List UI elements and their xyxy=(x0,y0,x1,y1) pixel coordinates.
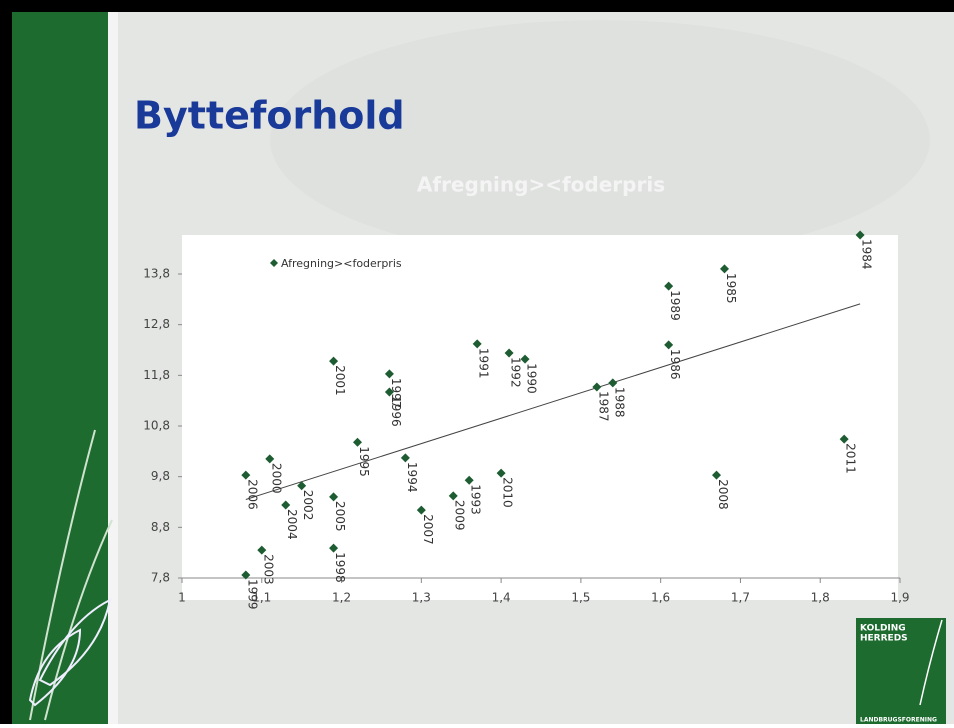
legend-label: Afregning><foderpris xyxy=(281,257,402,270)
logo-icon xyxy=(919,619,943,706)
point xyxy=(608,378,618,388)
chart: 1 1,1 1,2 1,3 1,4 1,5 1,6 1,7 1,8 1,9 7,8 8,8 9,8 10,… xyxy=(143,230,910,610)
point-label: 1991 xyxy=(477,348,491,379)
point xyxy=(719,264,729,274)
point-label: 1984 xyxy=(860,239,874,270)
point-label: 2010 xyxy=(501,477,515,508)
point xyxy=(281,500,291,510)
x-tick-label: 1 xyxy=(178,591,186,605)
y-tick-label: 10,8 xyxy=(143,419,170,433)
x-tick-label: 1,6 xyxy=(651,591,670,605)
x-tick-label: 1,4 xyxy=(492,591,511,605)
x-tick-label: 1,9 xyxy=(890,591,909,605)
point-label: 2011 xyxy=(844,443,858,474)
point xyxy=(520,354,530,364)
point-label: 1996 xyxy=(389,396,403,427)
point xyxy=(241,570,251,580)
point-label: 1986 xyxy=(668,349,682,380)
x-tick-label: 1,3 xyxy=(412,591,431,605)
logo-text: HERREDS xyxy=(860,634,908,644)
point xyxy=(384,387,394,397)
point-label: 2005 xyxy=(333,501,347,532)
point xyxy=(472,339,482,349)
y-tick-label: 8,8 xyxy=(151,520,170,534)
point-label: 2002 xyxy=(301,490,315,521)
logo-text: KOLDING xyxy=(860,624,906,634)
white-strip xyxy=(108,12,118,724)
point-label: 1988 xyxy=(612,387,626,418)
point xyxy=(384,369,394,379)
wheat-icon xyxy=(29,429,113,721)
point xyxy=(329,356,339,366)
point-label: 2009 xyxy=(453,500,467,531)
trendline xyxy=(245,303,861,500)
point xyxy=(464,475,474,485)
point-label: 1985 xyxy=(724,273,738,304)
point-label: 1997 xyxy=(389,378,403,409)
y-tick-label: 9,8 xyxy=(151,469,170,483)
point xyxy=(448,491,458,501)
point-label: 1989 xyxy=(668,290,682,321)
point xyxy=(712,470,722,480)
x-tick-label: 1,5 xyxy=(571,591,590,605)
point xyxy=(504,348,514,358)
point xyxy=(297,481,307,491)
point xyxy=(400,453,410,463)
wheat-icon xyxy=(28,598,112,707)
bg-shape xyxy=(270,20,930,260)
point-label: 1987 xyxy=(596,391,610,422)
point-label: 2003 xyxy=(261,554,275,585)
green-bar xyxy=(12,12,108,724)
point-label: 2000 xyxy=(269,463,283,494)
y-tick-label: 11,8 xyxy=(143,368,170,382)
point xyxy=(839,434,849,444)
point-label: 1993 xyxy=(469,484,483,515)
y-tick-label: 13,8 xyxy=(143,267,170,281)
slide-title: Bytteforhold xyxy=(134,94,405,138)
point xyxy=(353,437,363,447)
point-label: 1990 xyxy=(525,363,539,394)
logo-box xyxy=(856,618,946,724)
chart-title: Afregning><foderpris xyxy=(417,173,665,197)
point xyxy=(265,454,275,464)
point-label: 2001 xyxy=(333,365,347,396)
x-tick-label: 1,2 xyxy=(332,591,351,605)
x-tick-label: 1,8 xyxy=(811,591,830,605)
logo-text: LANDBRUGSFORENING xyxy=(860,717,937,724)
point xyxy=(855,230,865,240)
point xyxy=(257,545,267,555)
point xyxy=(241,470,251,480)
point-label: 2004 xyxy=(285,509,299,540)
point-label: 1999 xyxy=(245,579,259,610)
y-tick-label: 7,8 xyxy=(151,571,170,585)
legend-marker xyxy=(270,259,278,267)
point xyxy=(329,543,339,553)
point-label: 2006 xyxy=(245,479,259,510)
x-tick-label: 1,7 xyxy=(731,591,750,605)
point xyxy=(664,281,674,291)
point xyxy=(416,505,426,515)
logo: KOLDING HERREDS LANDBRUGSFORENING xyxy=(856,618,946,724)
point xyxy=(664,340,674,350)
y-tick-label: 12,8 xyxy=(143,317,170,331)
point-label: 1995 xyxy=(357,446,371,477)
plot-area xyxy=(182,235,898,600)
point-label: 2008 xyxy=(716,479,730,510)
point xyxy=(496,468,506,478)
x-tick-label: 1,1 xyxy=(252,591,271,605)
point xyxy=(592,382,602,392)
point-label: 1994 xyxy=(405,462,419,493)
point-label: 2007 xyxy=(421,514,435,545)
point-label: 1992 xyxy=(509,357,523,388)
point xyxy=(329,492,339,502)
point-label: 1998 xyxy=(333,552,347,583)
